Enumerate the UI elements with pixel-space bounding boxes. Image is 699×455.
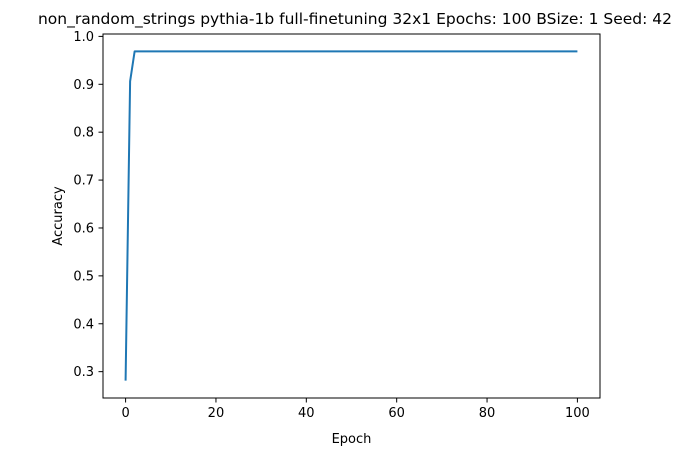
series-line-0: [124, 50, 578, 381]
y-axis-label: Accuracy: [51, 186, 66, 246]
y-tick-label: 0.9: [73, 78, 94, 93]
x-tick-label: 60: [388, 406, 405, 421]
chart-title: non_random_strings pythia-1b full-finetu…: [38, 10, 672, 29]
y-tick-label: 0.7: [73, 174, 94, 189]
x-tick-label: 80: [479, 406, 496, 421]
series-layer: [124, 50, 578, 381]
x-tick-label: 100: [565, 406, 590, 421]
x-axis-label: Epoch: [332, 432, 372, 447]
y-axis: 0.3 0.4 0.5 0.6 0.7 0.8 0.9 1.0: [73, 30, 103, 380]
y-tick-label: 1.0: [73, 30, 94, 45]
x-axis: 0 20 40 60 80 100: [121, 398, 590, 421]
x-tick-label: 20: [208, 406, 225, 421]
y-tick-label: 0.8: [73, 126, 94, 141]
y-tick-label: 0.3: [73, 365, 94, 380]
plot-area: [102, 33, 601, 399]
y-tick-label: 0.4: [73, 317, 94, 332]
x-tick-label: 0: [121, 406, 129, 421]
y-tick-label: 0.5: [73, 269, 94, 284]
y-tick-label: 0.6: [73, 221, 94, 236]
x-tick-label: 40: [298, 406, 315, 421]
